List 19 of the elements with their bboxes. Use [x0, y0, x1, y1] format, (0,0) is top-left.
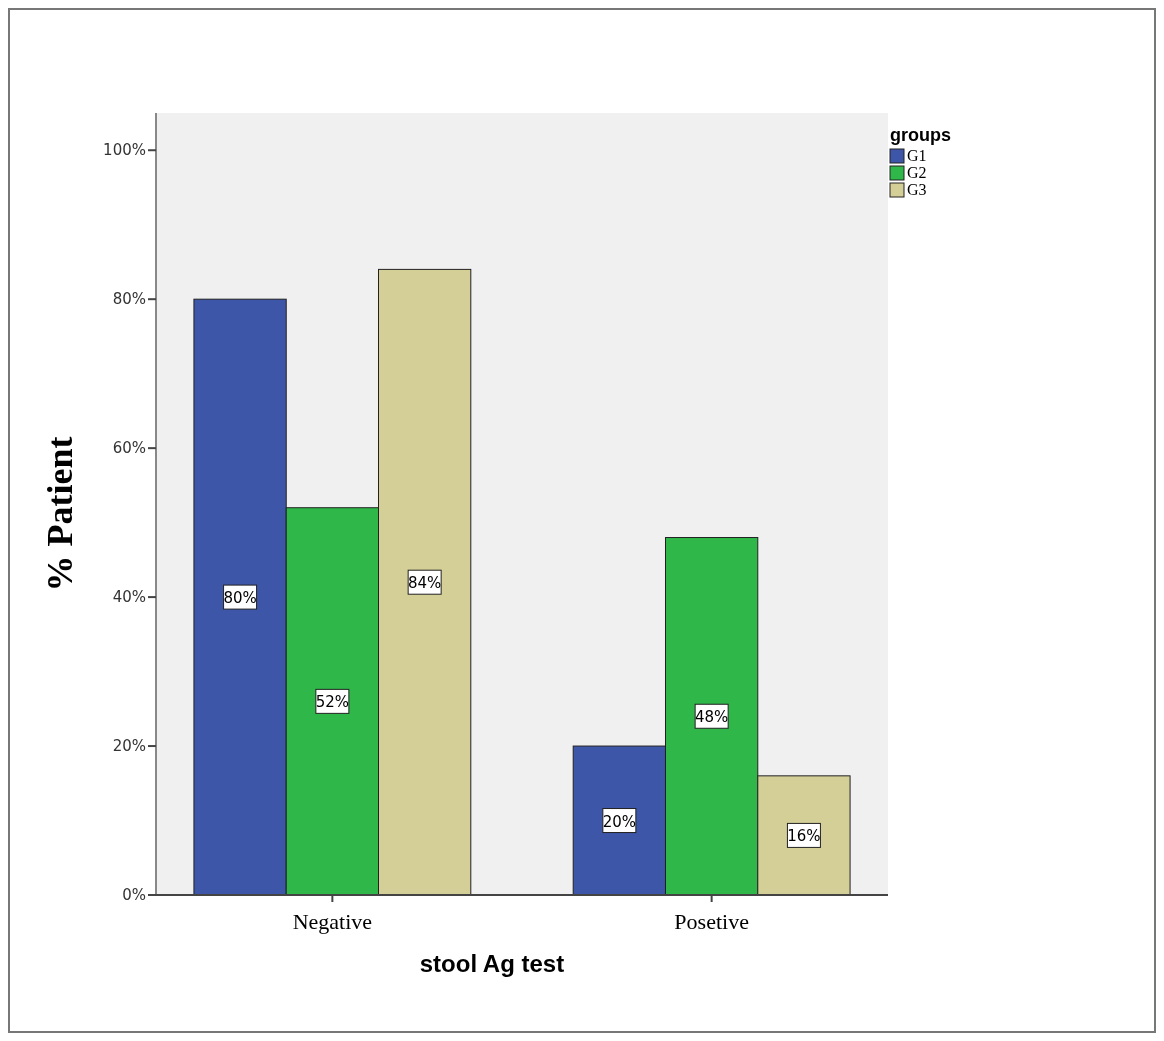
data-label: 80%	[223, 589, 257, 608]
y-tick-label: 40%	[112, 588, 146, 607]
legend-label: G2	[907, 164, 927, 181]
data-label: 84%	[407, 574, 442, 593]
x-axis-title: stool Ag test	[419, 950, 565, 977]
y-axis-title: % Patient	[40, 436, 80, 592]
data-label: 20%	[602, 812, 637, 831]
data-label: 16%	[787, 827, 821, 846]
legend-title: groups	[890, 125, 951, 145]
x-tick-label: Posetive	[674, 909, 749, 934]
legend-label: G1	[907, 147, 927, 164]
legend-label: G3	[907, 181, 927, 198]
y-tick-label: 60%	[112, 439, 146, 458]
y-tick-label: 80%	[112, 290, 146, 309]
x-tick-label: Negative	[292, 909, 373, 934]
y-tick-label: 100%	[103, 141, 146, 160]
data-label: 52%	[315, 693, 350, 712]
y-tick-label: 0%	[122, 886, 146, 904]
y-tick-label: 20%	[112, 737, 146, 756]
